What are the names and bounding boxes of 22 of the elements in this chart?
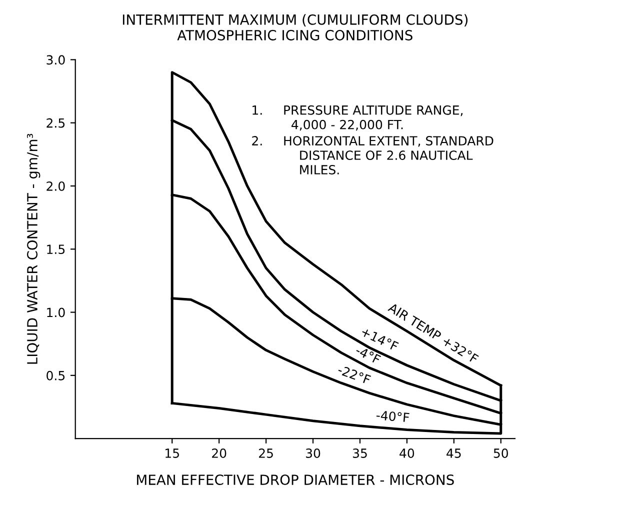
y-tick-label: 1.5: [47, 244, 65, 254]
annotation: 1. PRESSURE ALTITUDE RANGE, 4,000 - 22,000 FT.: [252, 105, 463, 131]
text: -22°F: [337, 364, 372, 384]
y-tick-label: 2.0: [46, 181, 65, 191]
text: -4°F: [354, 345, 382, 364]
y-tick-label: 2.5: [46, 118, 65, 128]
x-tick-label: 20: [212, 448, 226, 458]
x-tick-label: 25: [259, 448, 273, 458]
x-tick-label: 40: [400, 448, 414, 458]
series-label: -40°F: [376, 410, 410, 422]
x-tick-label: 30: [306, 448, 320, 458]
y-tick-label: 1.0: [47, 308, 65, 318]
y-axis-title: LIQUID WATER CONTENT - gm/m³: [27, 134, 40, 364]
x-tick-label: 15: [166, 448, 179, 458]
x-axis-title: MEAN EFFECTIVE DROP DIAMETER - MICRONS: [137, 474, 454, 486]
y-tick-label: 0.5: [46, 370, 65, 380]
annotation: 2. HORIZONTAL EXTENT, STANDARD DISTANCE OF 2.6 NAUTICAL MILES.: [252, 136, 494, 174]
x-tick-label: 35: [352, 448, 367, 458]
x-tick-label: 45: [446, 448, 461, 458]
chart-title: INTERMITTENT MAXIMUM (CUMULIFORM CLOUDS) ATMOSPHERIC ICING CONDITIONS: [122, 14, 468, 40]
y-tick-label: 3.0: [46, 55, 65, 65]
x-tick-label: 50: [494, 448, 508, 458]
